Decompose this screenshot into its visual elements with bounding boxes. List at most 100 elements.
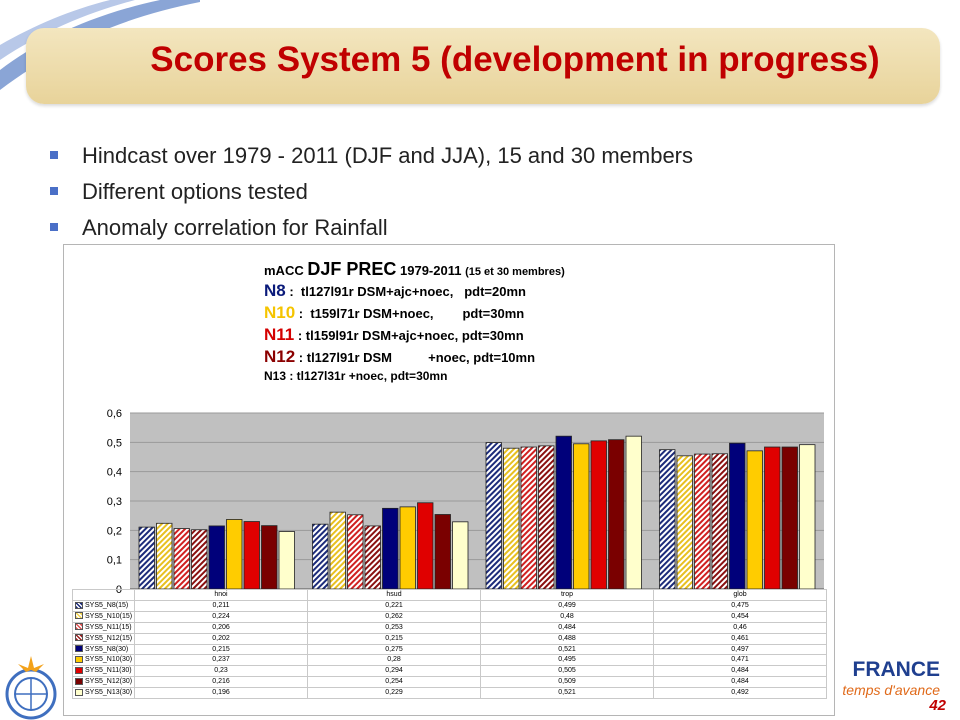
table-cell: 0,488 (480, 632, 654, 645)
bar-glob-SYS5_N12(30) (781, 446, 798, 590)
y-tick-label: 0,4 (107, 467, 122, 479)
series-name: SYS5_N10(30) (85, 656, 133, 664)
series-swatch (75, 634, 83, 642)
bar-trop-SYS5_N11(30) (590, 440, 607, 590)
series-label: SYS5_N8(15) (72, 599, 135, 612)
bar-glob-SYS5_N8(30) (729, 442, 746, 590)
legend-tag: N10 (264, 303, 296, 322)
table-cell: 0,28 (307, 654, 481, 667)
table-cell: 0,224 (134, 610, 308, 623)
bar-hsud-SYS5_N13(30) (452, 521, 469, 590)
y-tick-label: 0,6 (107, 408, 122, 420)
category-label: hnoi (134, 589, 308, 601)
table-cell: 0,521 (480, 643, 654, 656)
table-cell: 0,505 (480, 665, 654, 678)
meteo-france-logo: FRANCE temps d'avance (832, 658, 960, 698)
chart-title-metric: mACC (264, 263, 304, 278)
category-label: glob (653, 589, 827, 601)
chart-title-members: (15 et 30 membres) (465, 266, 565, 278)
category-label: trop (480, 589, 654, 601)
bar-glob-SYS5_N11(30) (764, 446, 781, 590)
table-row: SYS5_N8(15) 0,211 0,221 0,499 0,475 (72, 599, 827, 612)
legend-row-n11: N11 : tl159l91r DSM+ajc+noec, pdt=30mn (264, 324, 565, 346)
series-label: SYS5_N11(15) (72, 621, 135, 634)
bar-hnoi-SYS5_N8(30) (208, 525, 225, 590)
legend-desc: : tl159l91r DSM+ajc+noec, pdt=30mn (294, 328, 524, 343)
table-cell: 0,495 (480, 654, 654, 667)
bar-hsud-SYS5_N10(15) (329, 511, 346, 590)
chart-title-period: 1979-2011 (400, 263, 462, 278)
table-cell: 0,216 (134, 676, 308, 689)
table-cell: 0,23 (134, 665, 308, 678)
table-row: SYS5_N10(30) 0,237 0,28 0,495 0,471 (72, 654, 827, 667)
legend-tag: N11 (264, 325, 295, 344)
bullet-list: Hindcast over 1979 - 2011 (DJF and JJA),… (50, 138, 693, 246)
series-label: SYS5_N10(15) (72, 610, 135, 623)
legend-row-n12: N12 : tl127l91r DSM +noec, pdt=10mn (264, 346, 565, 368)
bar-hnoi-SYS5_N13(30) (278, 531, 295, 590)
legend-desc: : t159l71r DSM+noec, pdt=30mn (295, 306, 525, 321)
data-table: hnoi hsud trop glob SYS5_N8(15) 0,211 0,221 0,4… (72, 589, 827, 700)
table-row: SYS5_N13(30) 0,196 0,229 0,521 0,492 (72, 687, 827, 700)
table-cell: 0,254 (307, 676, 481, 689)
table-cell: 0,215 (307, 632, 481, 645)
legend-desc: : tl127l91r DSM +noec, pdt=10mn (295, 350, 536, 365)
bar-glob-SYS5_N10(30) (746, 450, 763, 590)
bar-hsud-SYS5_N12(15) (364, 525, 381, 590)
series-label: SYS5_N13(30) (72, 687, 135, 700)
bullet-item: Different options tested (50, 174, 693, 210)
legend-desc: : tl127l91r DSM+ajc+noec, pdt=20mn (285, 284, 526, 299)
table-header-row: hnoi hsud trop glob (72, 589, 827, 601)
bar-chart: 00,10,20,30,40,50,6 (107, 408, 824, 595)
bar-hsud-SYS5_N12(30) (434, 514, 451, 590)
table-cell: 0,237 (134, 654, 308, 667)
table-cell: 0,294 (307, 665, 481, 678)
bar-hsud-SYS5_N11(15) (347, 514, 364, 590)
legend-row-n8: N8 : tl127l91r DSM+ajc+noec, pdt=20mn (264, 280, 565, 302)
table-cell: 0,202 (134, 632, 308, 645)
bar-glob-SYS5_N12(15) (711, 453, 728, 590)
table-cell: 0,484 (653, 665, 827, 678)
table-cell: 0,509 (480, 676, 654, 689)
table-cell: 0,454 (653, 610, 827, 623)
series-label: SYS5_N12(30) (72, 676, 135, 689)
chart-title: mACC DJF PREC 1979-2011 (15 et 30 membre… (264, 258, 565, 280)
chart-header: mACC DJF PREC 1979-2011 (15 et 30 membre… (264, 258, 565, 384)
series-label: SYS5_N10(30) (72, 654, 135, 667)
y-tick-label: 0,1 (107, 555, 122, 567)
bar-trop-SYS5_N12(15) (538, 445, 555, 590)
bullet-item: Anomaly correlation for Rainfall (50, 210, 693, 246)
bar-hnoi-SYS5_N12(30) (261, 525, 278, 590)
bullet-item: Hindcast over 1979 - 2011 (DJF and JJA),… (50, 138, 693, 174)
y-tick-label: 0,3 (107, 496, 122, 508)
bar-hnoi-SYS5_N10(15) (156, 522, 173, 590)
bar-trop-SYS5_N10(30) (573, 443, 590, 590)
series-swatch (75, 623, 83, 631)
table-cell: 0,484 (653, 676, 827, 689)
series-name: SYS5_N10(15) (85, 612, 133, 620)
chart-title-variable: DJF PREC (307, 259, 397, 279)
table-cell: 0,196 (134, 687, 308, 700)
bar-hnoi-SYS5_N12(15) (191, 529, 208, 590)
bar-trop-SYS5_N12(30) (608, 439, 625, 590)
series-swatch (75, 612, 83, 620)
series-label: SYS5_N12(15) (72, 632, 135, 645)
series-swatch (75, 645, 83, 653)
series-swatch (75, 656, 83, 664)
legend-tag: N8 (264, 281, 286, 300)
bar-hsud-SYS5_N8(30) (382, 507, 399, 590)
bullet-square-icon (50, 187, 58, 196)
table-row: SYS5_N10(15) 0,224 0,262 0,48 0,454 (72, 610, 827, 623)
bar-glob-SYS5_N13(30) (799, 444, 816, 590)
table-cell: 0,206 (134, 621, 308, 634)
bar-hsud-SYS5_N11(30) (417, 502, 434, 590)
bullet-square-icon (50, 151, 58, 160)
table-cell: 0,499 (480, 599, 654, 612)
bar-hnoi-SYS5_N8(15) (138, 526, 155, 590)
bar-hnoi-SYS5_N11(30) (243, 521, 260, 590)
table-row: SYS5_N8(30) 0,215 0,275 0,521 0,497 (72, 643, 827, 656)
legend-row-n13: N13 : tl127l31r +noec, pdt=30mn (264, 369, 448, 383)
series-label: SYS5_N11(30) (72, 665, 135, 678)
legend-tag: N12 (264, 347, 296, 366)
series-swatch (75, 688, 83, 696)
